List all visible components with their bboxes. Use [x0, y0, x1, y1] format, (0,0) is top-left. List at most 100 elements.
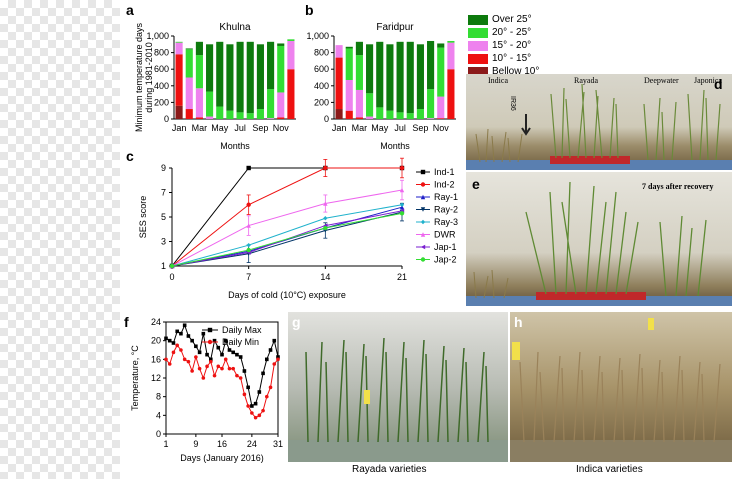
data-point [209, 357, 213, 362]
bar-segment [226, 110, 234, 119]
panel-label-d: d [714, 76, 723, 92]
y-tick-label: 600 [314, 64, 329, 74]
bar-segment [277, 92, 285, 118]
x-tick-label: Jul [234, 123, 246, 133]
data-point [235, 373, 239, 378]
x-tick-label: 7 [246, 272, 251, 282]
data-point [227, 348, 232, 352]
data-point [231, 350, 235, 355]
y-tick-label: 0 [164, 114, 169, 124]
bar-segment [366, 93, 374, 117]
bar-segment [216, 41, 224, 107]
data-point [238, 355, 243, 359]
legend-label: Ind-1 [434, 167, 455, 177]
legend-label: 20° - 25° [492, 27, 532, 38]
bar-segment [427, 89, 435, 119]
data-point [223, 357, 228, 362]
bar-segment [246, 113, 254, 119]
bar-segment [287, 69, 295, 119]
legend-ab: Over 25° 20° - 25° 15° - 20° 10° - 15° B… [468, 14, 578, 80]
x-axis-title: Days (January 2016) [180, 453, 264, 463]
data-point [182, 357, 187, 362]
bar-segment [345, 79, 353, 111]
data-point [272, 362, 277, 366]
y-tick-label: 9 [161, 163, 166, 173]
x-tick-label: Mar [352, 123, 368, 133]
bar-segment [437, 118, 445, 119]
data-point [220, 366, 224, 371]
y-tick-label: 16 [151, 354, 161, 364]
data-point [323, 165, 328, 171]
bar-segment [396, 41, 404, 113]
y-tick-label: 1,000 [306, 31, 329, 41]
data-point [246, 242, 251, 248]
bar-segment [447, 40, 455, 43]
photo-e-plants [466, 181, 732, 306]
bar-segment [366, 44, 374, 94]
data-point [169, 263, 175, 269]
data-point [164, 336, 168, 341]
data-point [253, 401, 258, 406]
bar-segment [437, 43, 445, 48]
x-tick-label: 16 [217, 439, 227, 449]
legend-label: Jap-1 [434, 242, 457, 252]
chart-title: Khulna [219, 22, 251, 33]
data-point [205, 364, 209, 369]
x-tick-label: Sep [412, 123, 428, 133]
data-point [399, 205, 405, 210]
bar-segment [345, 110, 353, 119]
series-line [171, 212, 403, 267]
bar-segment [195, 117, 203, 119]
bar-segment [256, 109, 264, 119]
data-point [175, 343, 179, 348]
bar-segment [267, 41, 275, 90]
bar-segment [195, 41, 203, 56]
data-point [197, 350, 202, 355]
legend-item-0: Over 25° [468, 14, 578, 27]
legend-label: 10° - 15° [492, 53, 532, 64]
photo-g-plants [288, 337, 508, 462]
data-point [209, 359, 213, 364]
y-tick-label: 800 [314, 48, 329, 58]
x-tick-label: 9 [193, 439, 198, 449]
legend-label: Bellow 10° [492, 66, 540, 77]
data-point [201, 376, 206, 380]
bar-segment [206, 44, 214, 92]
y-axis-title-line1: Minimum temperature days [134, 22, 144, 132]
bar-segment [416, 109, 424, 119]
bar-segment [175, 41, 183, 43]
series-line [171, 211, 403, 267]
y-tick-label: 24 [151, 317, 161, 327]
bar-segment [226, 44, 234, 111]
bar-segment [236, 112, 244, 119]
legend-item-1: 20° - 25° [468, 27, 578, 40]
y-tick-label: 12 [151, 373, 161, 383]
y-tick-label: 7 [161, 188, 166, 198]
bar-segment [246, 41, 254, 114]
bar-segment [256, 44, 264, 110]
bar-segment [277, 43, 285, 46]
data-point [179, 331, 183, 336]
x-axis-title: Months [380, 141, 410, 151]
legend-label: Ind-2 [434, 180, 455, 190]
data-point [207, 339, 213, 345]
panel-label-g: g [292, 314, 301, 330]
data-point [205, 352, 209, 357]
data-point [175, 329, 179, 334]
bar-segment [206, 91, 214, 117]
x-axis-title: Months [220, 141, 250, 151]
photo-label-japonica: Japonica [694, 76, 722, 85]
series-line [171, 206, 403, 267]
bar-segment [267, 89, 275, 119]
bar-segment [386, 44, 394, 111]
y-tick-label: 5 [161, 212, 166, 222]
caption-h: Indica varieties [576, 464, 643, 475]
bar-segment [335, 109, 343, 119]
x-tick-label: May [211, 123, 229, 133]
legend-label: Jap-2 [434, 255, 457, 265]
bar-segment [376, 41, 384, 108]
legend-item-4: Bellow 10° [468, 66, 578, 79]
bar-segment [427, 118, 435, 119]
bar-segment [236, 41, 244, 113]
y-tick-label: 400 [314, 81, 329, 91]
